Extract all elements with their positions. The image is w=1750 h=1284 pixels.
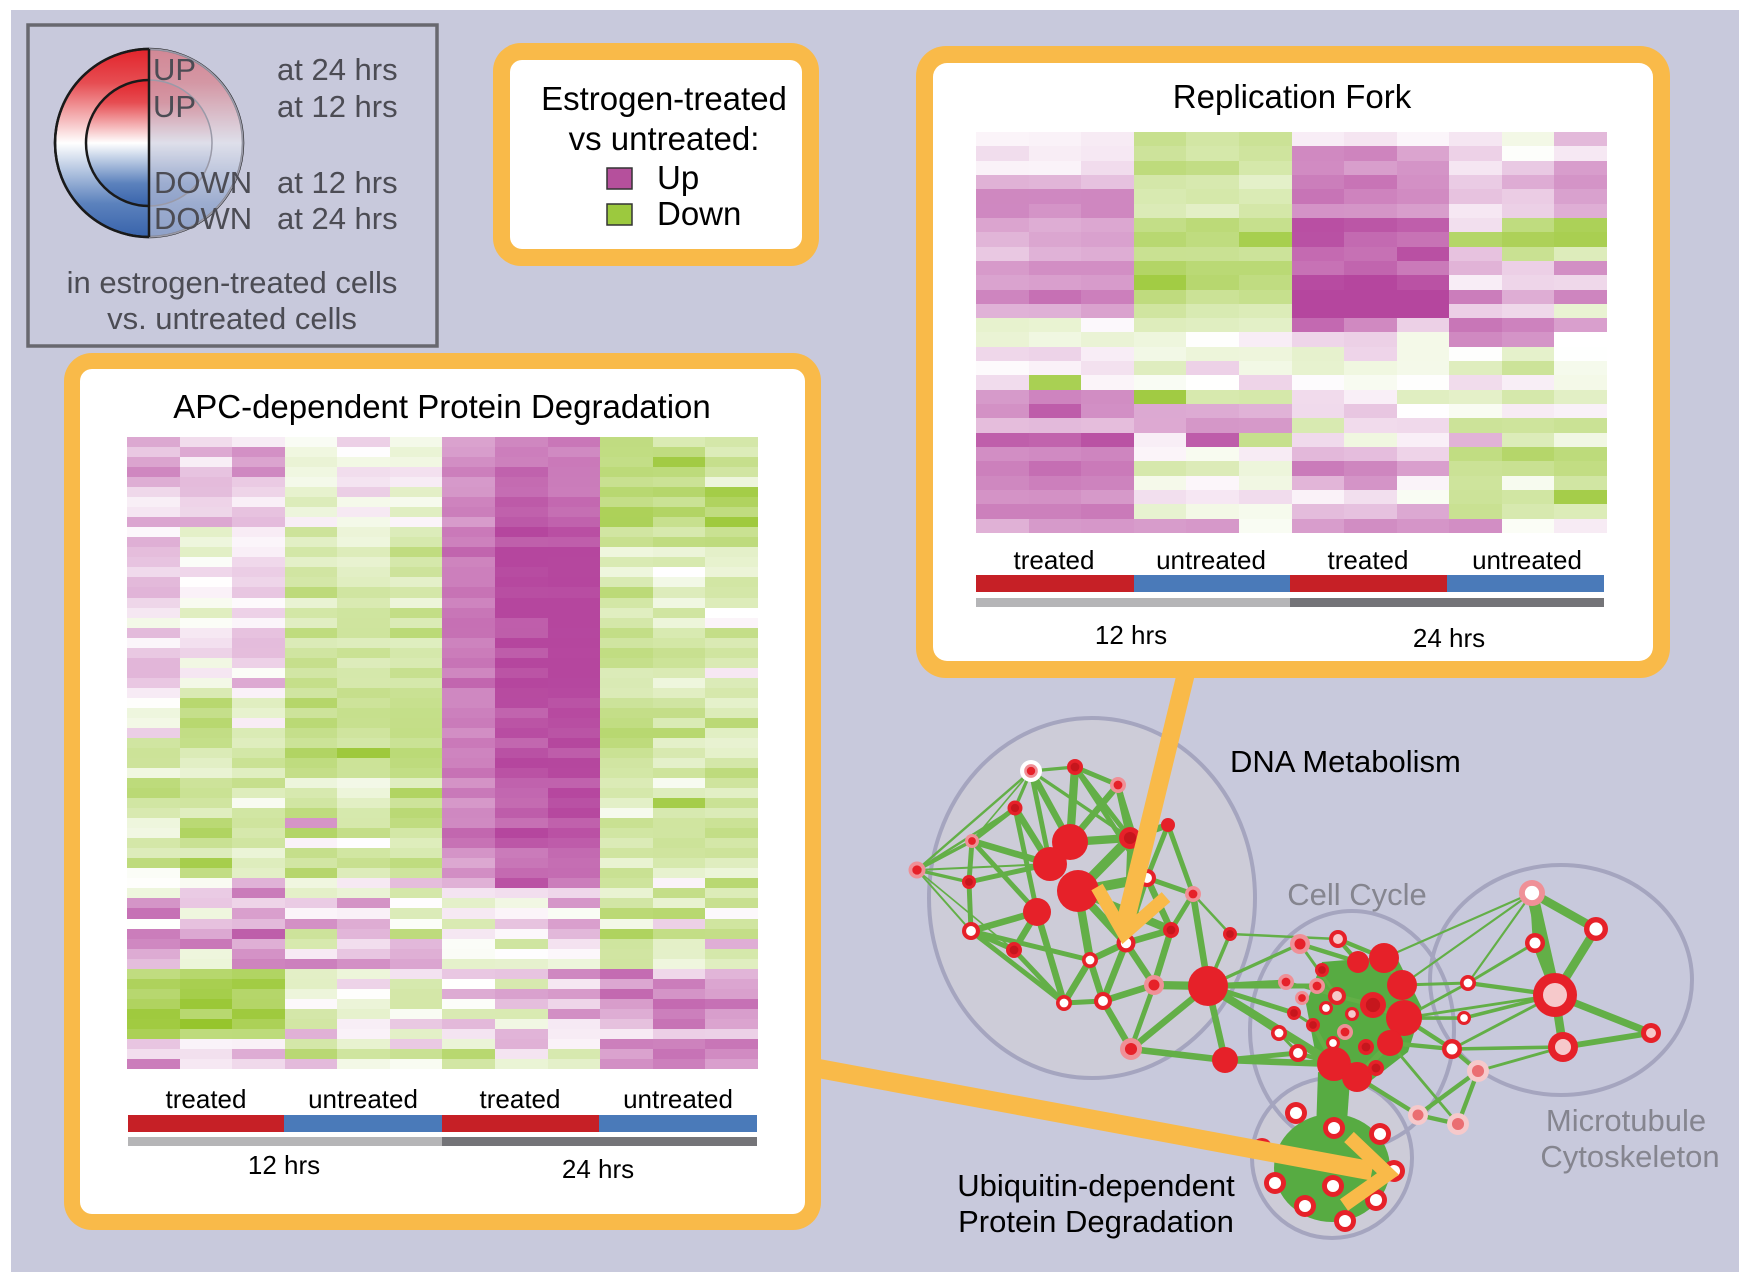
svg-text:untreated: untreated [1472, 545, 1582, 575]
svg-text:Microtubule: Microtubule [1546, 1103, 1706, 1138]
svg-text:vs untreated:: vs untreated: [569, 120, 760, 157]
svg-text:UP: UP [153, 52, 196, 87]
svg-text:Protein Degradation: Protein Degradation [958, 1204, 1234, 1239]
svg-text:at 12 hrs: at 12 hrs [277, 165, 398, 200]
svg-text:Up: Up [657, 159, 699, 196]
svg-text:12 hrs: 12 hrs [248, 1150, 320, 1180]
svg-text:Ubiquitin-dependent: Ubiquitin-dependent [957, 1168, 1235, 1203]
svg-text:24 hrs: 24 hrs [562, 1154, 634, 1184]
svg-text:at 24 hrs: at 24 hrs [277, 52, 398, 87]
svg-text:DOWN: DOWN [154, 201, 252, 236]
svg-text:treated: treated [1014, 545, 1095, 575]
svg-text:untreated: untreated [1156, 545, 1266, 575]
svg-text:Estrogen-treated: Estrogen-treated [541, 80, 787, 117]
svg-text:at 12 hrs: at 12 hrs [277, 89, 398, 124]
svg-text:DOWN: DOWN [154, 165, 252, 200]
svg-text:DNA Metabolism: DNA Metabolism [1230, 744, 1461, 779]
svg-text:UP: UP [153, 89, 196, 124]
svg-text:Replication Fork: Replication Fork [1173, 78, 1412, 115]
svg-text:at 24 hrs: at 24 hrs [277, 201, 398, 236]
svg-text:Cytoskeleton: Cytoskeleton [1540, 1139, 1719, 1174]
svg-text:12 hrs: 12 hrs [1095, 620, 1167, 650]
svg-text:untreated: untreated [308, 1084, 418, 1114]
svg-text:APC-dependent Protein Degradat: APC-dependent Protein Degradation [173, 388, 711, 425]
svg-text:Down: Down [657, 195, 741, 232]
svg-text:treated: treated [480, 1084, 561, 1114]
svg-text:untreated: untreated [623, 1084, 733, 1114]
svg-text:treated: treated [166, 1084, 247, 1114]
svg-text:vs. untreated cells: vs. untreated cells [107, 301, 357, 336]
svg-text:in estrogen-treated cells: in estrogen-treated cells [67, 265, 398, 300]
svg-text:24 hrs: 24 hrs [1413, 623, 1485, 653]
svg-text:Cell Cycle: Cell Cycle [1287, 877, 1427, 912]
svg-text:treated: treated [1328, 545, 1409, 575]
